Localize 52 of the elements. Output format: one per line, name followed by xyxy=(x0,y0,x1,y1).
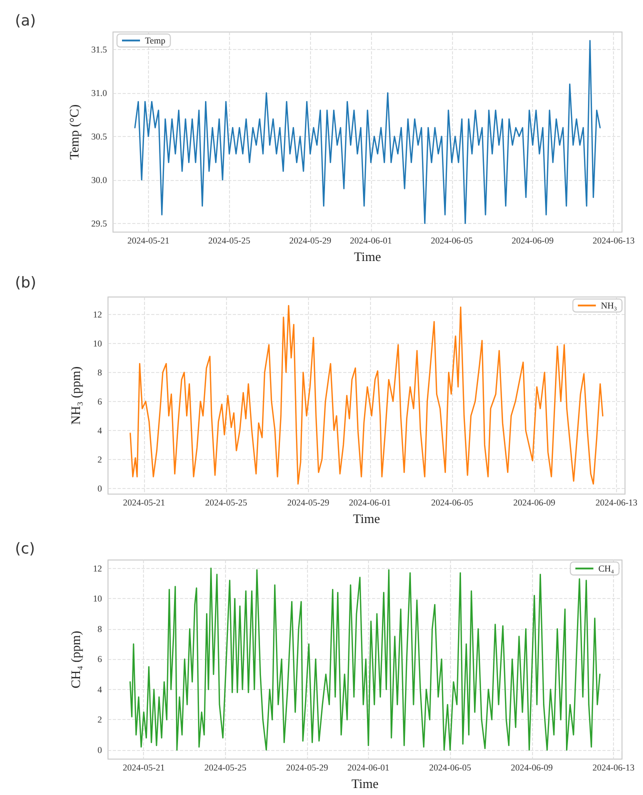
y-tick-label: 30.5 xyxy=(91,131,108,142)
x-tick-label: 2024-06-05 xyxy=(429,762,472,773)
y-tick-label: 4 xyxy=(98,684,102,694)
y-tick-label: 8 xyxy=(98,624,102,634)
x-tick-label: 2024-05-29 xyxy=(289,236,332,246)
chart-title: (a) xyxy=(15,12,36,30)
x-tick-label: 2024-06-05 xyxy=(431,498,474,508)
x-axis-title: Time xyxy=(353,511,380,526)
x-axis-title: Time xyxy=(354,249,382,264)
chart-title: (b) xyxy=(15,274,36,292)
x-tick-label: 2024-05-21 xyxy=(122,762,165,773)
x-tick-label: 2024-06-01 xyxy=(350,236,392,246)
y-tick-label: 0 xyxy=(98,483,102,494)
y-tick-label: 2 xyxy=(98,714,102,725)
y-tick-label: 10 xyxy=(93,594,102,604)
y-tick-label: 6 xyxy=(98,654,102,664)
y-tick-label: 30.0 xyxy=(91,174,108,185)
x-tick-label: 2024-05-21 xyxy=(127,236,170,246)
y-tick-label: 2 xyxy=(98,454,102,464)
y-tick-label: 12 xyxy=(93,309,102,320)
y-axis-title: Temp (°C) xyxy=(66,104,82,160)
y-tick-label: 31.5 xyxy=(91,44,108,54)
x-tick-label: 2024-05-25 xyxy=(204,762,247,773)
y-tick-label: 0 xyxy=(98,745,102,756)
x-tick-label: 2024-05-29 xyxy=(287,498,330,508)
y-tick-label: 10 xyxy=(93,338,102,348)
x-tick-label: 2024-06-05 xyxy=(430,236,474,246)
y-tick-label: 4 xyxy=(98,425,102,436)
x-tick-label: 2024-05-21 xyxy=(122,498,165,508)
legend-label: Temp xyxy=(145,36,166,46)
chart-title: (c) xyxy=(15,540,35,558)
x-tick-label: 2024-06-09 xyxy=(510,762,554,773)
y-tick-label: 8 xyxy=(98,367,102,378)
y-axis-title: NH₃ (ppm) xyxy=(68,366,84,425)
x-tick-label: 2024-06-09 xyxy=(512,236,554,246)
legend-label: NH₃ xyxy=(600,300,618,310)
x-tick-label: 2024-05-25 xyxy=(205,498,248,508)
x-tick-label: 2024-06-13 xyxy=(595,498,638,508)
x-tick-label: 2024-06-01 xyxy=(347,762,390,773)
x-tick-label: 2024-06-01 xyxy=(348,498,391,508)
y-tick-label: 31.0 xyxy=(91,88,108,98)
x-tick-label: 2024-05-29 xyxy=(286,762,329,773)
legend-label: CH₄ xyxy=(598,564,614,574)
x-tick-label: 2024-05-25 xyxy=(208,236,251,246)
x-tick-label: 2024-06-13 xyxy=(592,236,636,246)
x-tick-label: 2024-06-09 xyxy=(513,498,556,508)
y-axis-title: CH₄ (ppm) xyxy=(68,630,84,688)
x-axis-title: Time xyxy=(352,776,379,791)
y-tick-label: 12 xyxy=(93,563,102,574)
y-tick-label: 6 xyxy=(98,396,102,406)
x-tick-label: 2024-06-13 xyxy=(592,762,635,773)
y-tick-label: 29.5 xyxy=(91,218,108,228)
